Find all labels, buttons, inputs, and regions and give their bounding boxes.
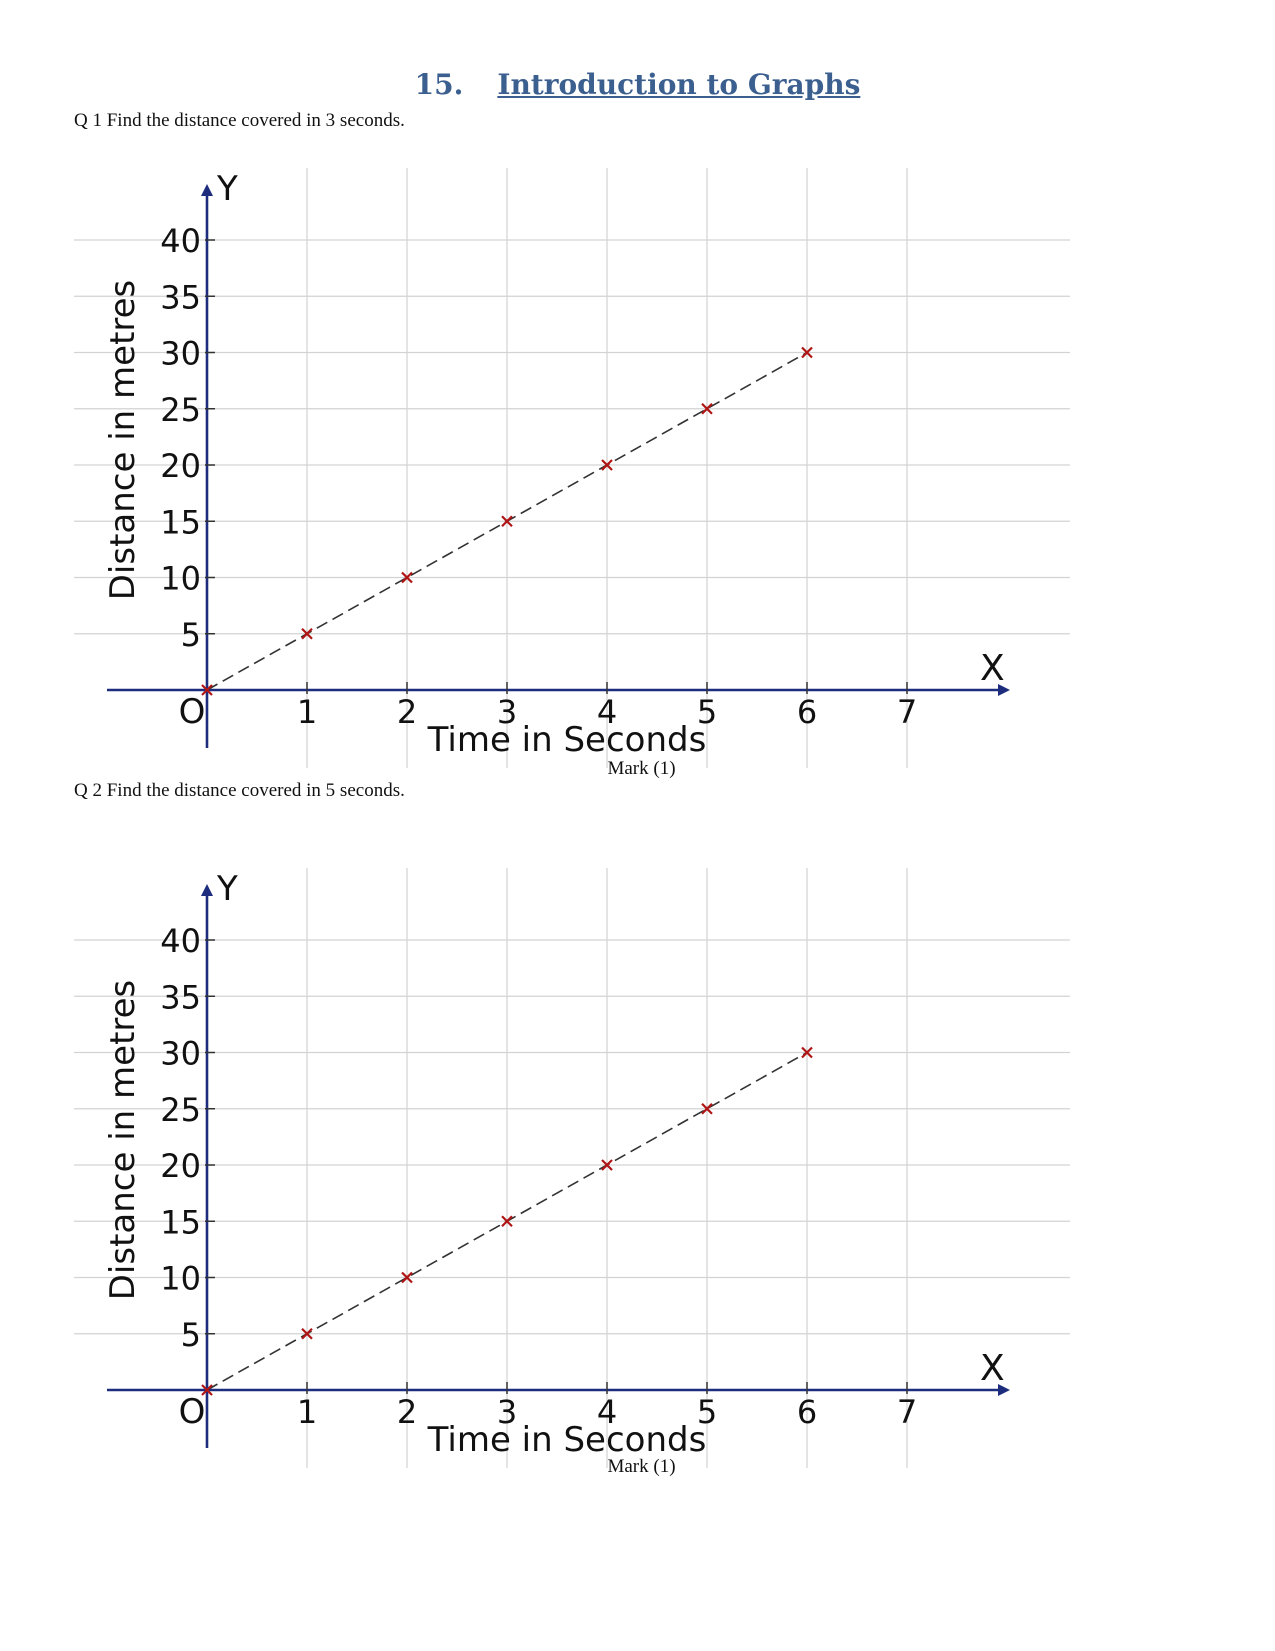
- y-axis-label: Distance in metres: [103, 980, 143, 1301]
- data-point: [701, 402, 713, 415]
- x-axis-name: X: [980, 1348, 1005, 1389]
- x-tick-label: 5: [697, 1393, 717, 1431]
- x-axis-arrow-icon: [998, 684, 1010, 696]
- data-point: [301, 627, 313, 640]
- data-point: [501, 515, 513, 528]
- data-point: [601, 459, 613, 471]
- x-tick-label: 4: [597, 1393, 617, 1431]
- data-point: [201, 1384, 213, 1396]
- data-point: [401, 571, 413, 584]
- y-tick-label: 30: [160, 1035, 201, 1073]
- data-point: [801, 346, 813, 359]
- y-tick-label: 25: [160, 391, 201, 429]
- x-tick-label: 2: [397, 1393, 417, 1431]
- chart-2: Y X O 5 10 15 20 25 30 35 40 1 2 3 4 5 6 7 Time in Seconds…: [74, 868, 1070, 1468]
- y-tick-label: 35: [160, 278, 201, 316]
- page-heading: 15. Introduction to Graphs: [0, 68, 1275, 101]
- y-axis-label: Distance in metres: [103, 280, 143, 601]
- x-tick-label: 2: [397, 693, 417, 731]
- data-point: [301, 1327, 313, 1340]
- x-axis-arrow-icon: [998, 1384, 1010, 1396]
- y-axis-name: Y: [216, 869, 238, 909]
- y-tick-label: 30: [160, 335, 201, 373]
- chart-1: Y X O 5 10 15 20 25 30 35 40 1 2 3 4 5 6 7 Time in Seconds…: [74, 168, 1070, 768]
- question-1: Q 1 Find the distance covered in 3 secon…: [74, 110, 405, 131]
- x-tick-label: 6: [797, 693, 817, 731]
- y-tick-label: 10: [160, 1260, 201, 1298]
- x-tick-label: 3: [497, 1393, 517, 1431]
- y-tick-label: 5: [181, 616, 201, 654]
- x-tick-label: 7: [897, 1393, 917, 1431]
- y-axis-arrow-icon: [201, 884, 213, 896]
- y-tick-label: 10: [160, 560, 201, 598]
- x-tick-label: 7: [897, 693, 917, 731]
- data-point: [701, 1102, 713, 1115]
- x-tick-label: 5: [697, 693, 717, 731]
- x-tick-label: 1: [297, 1393, 317, 1431]
- x-tick-label: 3: [497, 693, 517, 731]
- y-axis-name: Y: [216, 169, 238, 209]
- x-axis-label: Time in Seconds: [427, 1420, 707, 1460]
- x-axis-label: Time in Seconds: [427, 720, 707, 760]
- y-tick-label: 40: [160, 222, 201, 260]
- question-2: Q 2 Find the distance covered in 5 secon…: [74, 780, 405, 801]
- origin-label: O: [179, 692, 206, 732]
- y-axis-arrow-icon: [201, 184, 213, 196]
- x-tick-label: 6: [797, 1393, 817, 1431]
- y-tick-label: 5: [181, 1316, 201, 1354]
- page-title: Introduction to Graphs: [497, 68, 861, 101]
- data-point: [601, 1159, 613, 1171]
- data-point: [501, 1215, 513, 1228]
- x-tick-label: 1: [297, 693, 317, 731]
- mark-1: Mark (1): [607, 758, 676, 779]
- data-point: [401, 1271, 413, 1284]
- y-tick-label: 15: [160, 503, 201, 541]
- y-tick-label: 35: [160, 978, 201, 1016]
- y-tick-label: 20: [160, 447, 201, 485]
- data-point: [801, 1046, 813, 1059]
- y-tick-label: 15: [160, 1203, 201, 1241]
- x-axis-name: X: [980, 648, 1005, 689]
- y-tick-label: 20: [160, 1147, 201, 1185]
- section-number: 15.: [414, 68, 464, 101]
- origin-label: O: [179, 1392, 206, 1432]
- mark-2: Mark (1): [607, 1456, 676, 1477]
- data-point: [201, 684, 213, 696]
- y-tick-label: 25: [160, 1091, 201, 1129]
- x-tick-label: 4: [597, 693, 617, 731]
- y-tick-label: 40: [160, 922, 201, 960]
